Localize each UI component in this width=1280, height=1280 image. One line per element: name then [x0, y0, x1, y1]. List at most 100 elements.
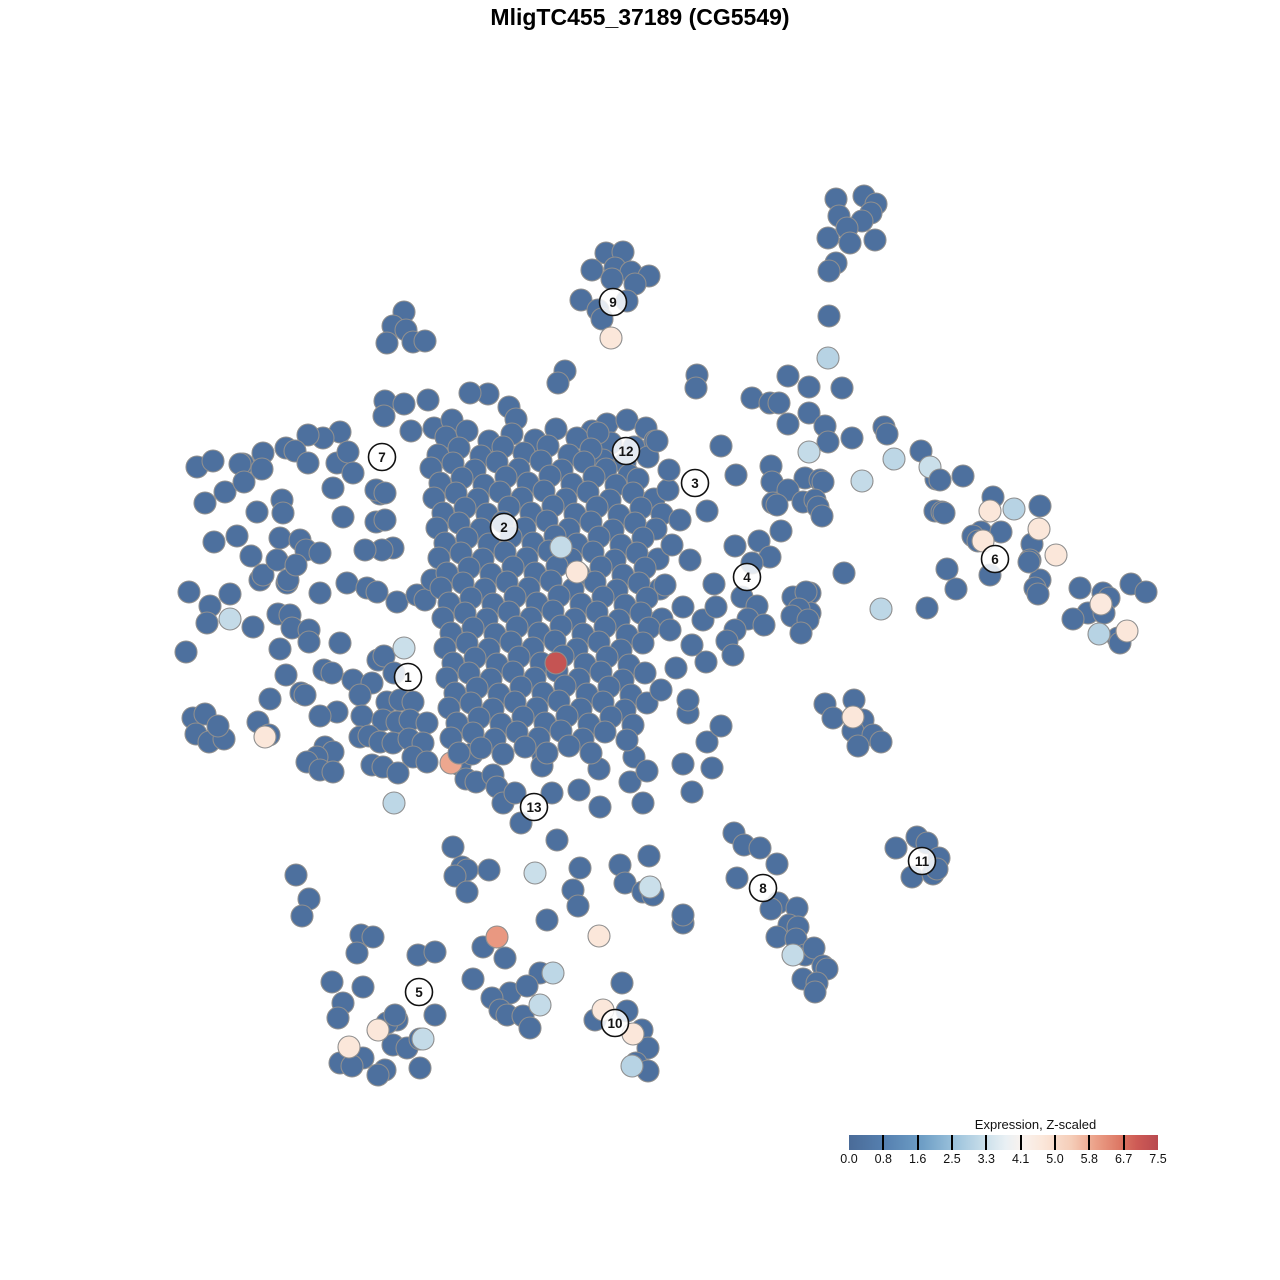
- cluster-label-3: 3: [680, 468, 710, 498]
- data-point: [658, 618, 682, 642]
- svg-text:5: 5: [415, 985, 423, 1000]
- data-point: [373, 481, 397, 505]
- data-point: [218, 607, 242, 631]
- data-point: [258, 687, 282, 711]
- cluster-label-10: 10: [600, 1008, 630, 1038]
- colorbar-tick-label: 6.7: [1114, 1152, 1133, 1166]
- colorbar-tick-label: 5.0: [1046, 1152, 1064, 1166]
- data-point: [694, 650, 718, 674]
- data-point: [695, 499, 719, 523]
- data-point: [245, 500, 269, 524]
- data-point: [491, 742, 515, 766]
- data-point: [336, 440, 360, 464]
- data-point: [678, 548, 702, 572]
- data-point: [765, 852, 789, 876]
- data-point: [769, 519, 793, 543]
- colorbar-tick-label: 5.8: [1080, 1152, 1099, 1166]
- colorbar-tick-label: 0.8: [874, 1152, 893, 1166]
- data-point: [206, 714, 230, 738]
- data-point: [869, 597, 893, 621]
- data-point: [1068, 576, 1092, 600]
- data-point: [541, 961, 565, 985]
- data-point: [680, 780, 704, 804]
- data-point: [523, 861, 547, 885]
- data-point: [797, 401, 821, 425]
- data-point: [268, 526, 292, 550]
- data-point: [649, 678, 673, 702]
- data-point: [830, 376, 854, 400]
- data-point: [765, 493, 789, 517]
- data-point: [1028, 494, 1052, 518]
- colorbar-tick-label: 7.5: [1149, 1152, 1167, 1166]
- colorbar-tick-label: 1.6: [908, 1152, 927, 1166]
- data-point: [335, 571, 359, 595]
- data-point: [361, 925, 385, 949]
- data-point: [1026, 582, 1050, 606]
- data-point: [232, 470, 256, 494]
- colorbar-tickmark: [1019, 1135, 1022, 1150]
- data-point: [723, 534, 747, 558]
- data-point: [633, 661, 657, 685]
- data-point: [635, 759, 659, 783]
- data-point: [653, 573, 677, 597]
- data-point: [545, 828, 569, 852]
- cluster-label-4: 4: [732, 562, 762, 592]
- data-point: [308, 704, 332, 728]
- data-point: [351, 975, 375, 999]
- data-point: [415, 711, 439, 735]
- data-point: [620, 1054, 644, 1078]
- data-point: [392, 636, 416, 660]
- svg-text:3: 3: [691, 476, 699, 491]
- colorbar-gradient: [849, 1135, 1158, 1150]
- data-point: [588, 795, 612, 819]
- data-point: [776, 412, 800, 436]
- cluster-label-1: 1: [393, 662, 423, 692]
- data-point: [408, 1056, 432, 1080]
- data-point: [415, 750, 439, 774]
- data-point: [365, 580, 389, 604]
- colorbar-tick-label: 3.3: [977, 1152, 996, 1166]
- data-point: [331, 505, 355, 529]
- data-point: [337, 1035, 361, 1059]
- data-point: [781, 943, 805, 967]
- data-point: [568, 856, 592, 880]
- data-point: [320, 661, 344, 685]
- data-point: [423, 1003, 447, 1027]
- data-point: [411, 1027, 435, 1051]
- data-point: [915, 596, 939, 620]
- data-point: [493, 946, 517, 970]
- data-point: [789, 621, 813, 645]
- svg-text:10: 10: [607, 1016, 622, 1031]
- data-point: [579, 741, 603, 765]
- data-point: [817, 259, 841, 283]
- figure-title: MligTC455_37189 (CG5549): [490, 4, 790, 30]
- data-point: [610, 971, 634, 995]
- data-point: [385, 590, 409, 614]
- data-point: [392, 392, 416, 416]
- data-point: [645, 429, 669, 453]
- data-point: [293, 683, 317, 707]
- data-point: [195, 611, 219, 635]
- data-point: [503, 781, 527, 805]
- svg-text:4: 4: [743, 570, 751, 585]
- data-point: [638, 875, 662, 899]
- data-point: [1134, 580, 1158, 604]
- data-point: [944, 577, 968, 601]
- data-point: [469, 736, 493, 760]
- data-point: [296, 451, 320, 475]
- data-point: [821, 706, 845, 730]
- data-point: [250, 457, 274, 481]
- data-point: [841, 705, 865, 729]
- cluster-label-13: 13: [519, 792, 549, 822]
- data-point: [816, 430, 840, 454]
- data-point: [748, 836, 772, 860]
- data-point: [253, 725, 277, 749]
- svg-text:12: 12: [618, 444, 633, 459]
- data-point: [549, 535, 573, 559]
- colorbar-title: Expression, Z-scaled: [974, 1117, 1097, 1132]
- data-point: [225, 524, 249, 548]
- colorbar-tick-label: 2.5: [943, 1152, 961, 1166]
- data-point: [684, 376, 708, 400]
- data-point: [863, 228, 887, 252]
